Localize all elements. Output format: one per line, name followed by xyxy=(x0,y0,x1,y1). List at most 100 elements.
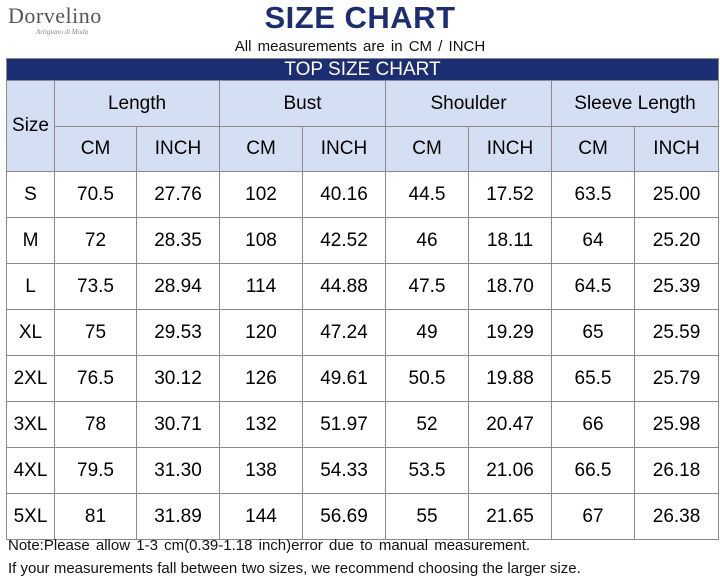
measurement-cell: 73.5 xyxy=(54,263,137,310)
unit-header: CM xyxy=(551,126,635,172)
measurement-cell: 21.06 xyxy=(468,447,552,494)
unit-header: INCH xyxy=(302,126,386,172)
measurement-cell: 19.88 xyxy=(468,355,552,402)
unit-header: CM xyxy=(385,126,469,172)
measurement-cell: 50.5 xyxy=(385,355,469,402)
measurement-cell: 51.97 xyxy=(302,401,386,448)
measurement-cell: 29.53 xyxy=(136,309,220,356)
unit-header: CM xyxy=(54,126,137,172)
brand-name: Dorvelino xyxy=(8,3,102,28)
table-row: S 70.5 27.76 102 40.16 44.5 17.52 63.5 25.00 xyxy=(6,171,720,218)
measurement-cell: 44.88 xyxy=(302,263,386,310)
measurement-cell: 46 xyxy=(385,217,469,264)
measurement-cell: 56.69 xyxy=(302,493,386,540)
measurement-cell: 65.5 xyxy=(551,355,635,402)
measurement-cell: 126 xyxy=(219,355,303,402)
page-title: SIZE CHART xyxy=(264,0,456,35)
measurement-cell: 25.59 xyxy=(633,309,720,356)
table-row: 4XL 79.5 31.30 138 54.33 53.5 21.06 66.5 26.18 xyxy=(6,447,720,494)
measurement-cell: 27.76 xyxy=(136,171,220,218)
measurement-cell: 25.39 xyxy=(633,263,720,310)
size-cell: 5XL xyxy=(6,493,55,540)
unit-header: INCH xyxy=(633,126,720,172)
measurement-cell: 42.52 xyxy=(302,217,386,264)
measurement-cell: 132 xyxy=(219,401,303,448)
measurement-cell: 70.5 xyxy=(54,171,137,218)
measurement-cell: 25.00 xyxy=(633,171,720,218)
measurement-cell: 44.5 xyxy=(385,171,469,218)
note-tolerance: Note:Please allow 1-3 cm(0.39-1.18 inch)… xyxy=(8,537,531,554)
group-header: Shoulder xyxy=(385,80,552,127)
measurement-cell: 72 xyxy=(54,217,137,264)
measurement-cell: 30.71 xyxy=(136,401,220,448)
measurement-cell: 52 xyxy=(385,401,469,448)
measurement-cell: 144 xyxy=(219,493,303,540)
measurement-cell: 102 xyxy=(219,171,303,218)
measurement-cell: 20.47 xyxy=(468,401,552,448)
measurement-cell: 47.24 xyxy=(302,309,386,356)
measurement-cell: 108 xyxy=(219,217,303,264)
table-row: 2XL 76.5 30.12 126 49.61 50.5 19.88 65.5 25.79 xyxy=(6,355,720,402)
size-cell: 4XL xyxy=(6,447,55,494)
measurement-cell: 75 xyxy=(54,309,137,356)
size-cell: L xyxy=(6,263,55,310)
size-cell: S xyxy=(6,171,55,218)
size-chart-table: TOP SIZE CHART Size Length Bust Shoulder Sl… xyxy=(5,58,720,540)
size-column-header: Size xyxy=(6,80,55,172)
measurement-cell: 63.5 xyxy=(551,171,635,218)
measurement-cell: 25.98 xyxy=(633,401,720,448)
measurement-cell: 78 xyxy=(54,401,137,448)
measurement-cell: 79.5 xyxy=(54,447,137,494)
measurement-cell: 66 xyxy=(551,401,635,448)
measurement-cell: 40.16 xyxy=(302,171,386,218)
measurement-cell: 31.89 xyxy=(136,493,220,540)
measurement-cell: 64 xyxy=(551,217,635,264)
measurement-cell: 19.29 xyxy=(468,309,552,356)
table-row: XL 75 29.53 120 47.24 49 19.29 65 25.59 xyxy=(6,309,720,356)
measurement-cell: 114 xyxy=(219,263,303,310)
unit-header: INCH xyxy=(468,126,552,172)
measurement-cell: 25.20 xyxy=(633,217,720,264)
unit-header: CM xyxy=(219,126,303,172)
table-row: M 72 28.35 108 42.52 46 18.11 64 25.20 xyxy=(6,217,720,264)
table-row: L 73.5 28.94 114 44.88 47.5 18.70 64.5 25.39 xyxy=(6,263,720,310)
measurement-cell: 28.35 xyxy=(136,217,220,264)
measurement-cell: 66.5 xyxy=(551,447,635,494)
measurement-cell: 64.5 xyxy=(551,263,635,310)
page-subtitle: All measurements are in CM / INCH xyxy=(234,38,486,55)
measurement-cell: 81 xyxy=(54,493,137,540)
measurement-cell: 49 xyxy=(385,309,469,356)
table-title: TOP SIZE CHART xyxy=(5,58,720,81)
group-header: Sleeve Length xyxy=(550,80,720,127)
measurement-cell: 30.12 xyxy=(136,355,220,402)
measurement-cell: 120 xyxy=(219,309,303,356)
measurement-cell: 53.5 xyxy=(385,447,469,494)
measurement-cell: 67 xyxy=(551,493,635,540)
measurement-cell: 18.11 xyxy=(468,217,552,264)
size-cell: M xyxy=(6,217,55,264)
unit-header: INCH xyxy=(136,126,220,172)
measurement-cell: 26.38 xyxy=(633,493,720,540)
size-cell: 2XL xyxy=(6,355,55,402)
measurement-cell: 31.30 xyxy=(136,447,220,494)
measurement-cell: 21.65 xyxy=(468,493,552,540)
measurement-cell: 18.70 xyxy=(468,263,552,310)
group-header: Bust xyxy=(219,80,386,127)
measurement-cell: 76.5 xyxy=(54,355,137,402)
measurement-cell: 26.18 xyxy=(633,447,720,494)
measurement-cell: 47.5 xyxy=(385,263,469,310)
measurement-cell: 17.52 xyxy=(468,171,552,218)
measurement-cell: 25.79 xyxy=(633,355,720,402)
note-recommendation: If your measurements fall between two si… xyxy=(8,560,581,577)
measurement-cell: 138 xyxy=(219,447,303,494)
measurement-cell: 55 xyxy=(385,493,469,540)
size-cell: 3XL xyxy=(6,401,55,448)
measurement-cell: 49.61 xyxy=(302,355,386,402)
table-row: 5XL 81 31.89 144 56.69 55 21.65 67 26.38 xyxy=(6,493,720,540)
brand-logo: Dorvelino Artigiano di Moda xyxy=(8,3,138,37)
measurement-cell: 28.94 xyxy=(136,263,220,310)
measurement-cell: 65 xyxy=(551,309,635,356)
size-cell: XL xyxy=(6,309,55,356)
group-header: Length xyxy=(54,80,220,127)
brand-tagline: Artigiano di Moda xyxy=(36,28,89,36)
